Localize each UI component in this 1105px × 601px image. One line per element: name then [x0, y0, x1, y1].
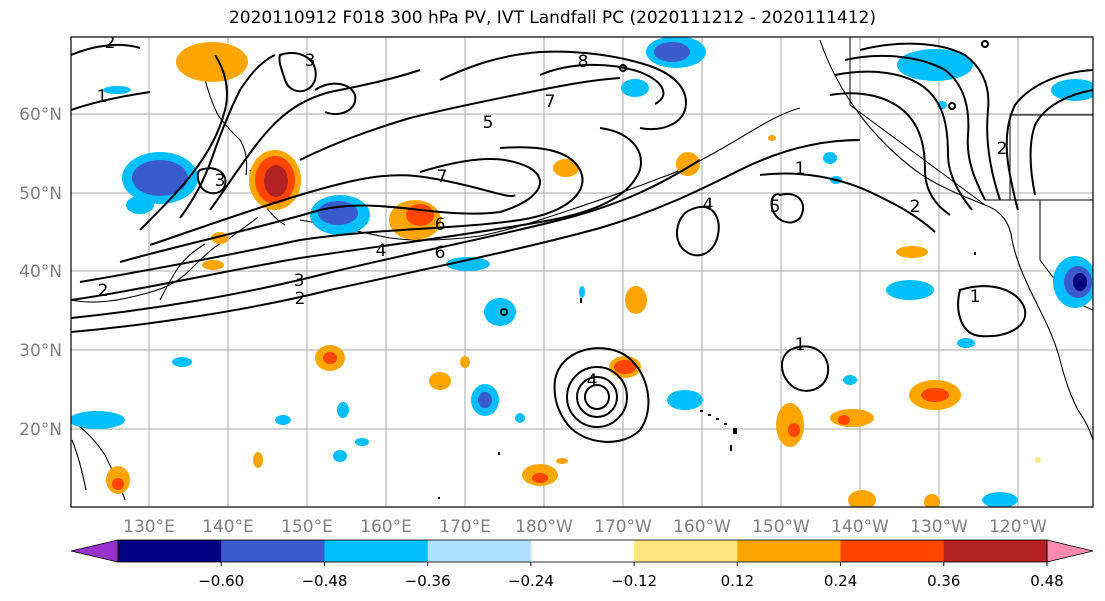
contour-label: 3	[305, 51, 316, 71]
colorbar-outline	[117, 539, 1048, 563]
colorbar-segment	[737, 540, 842, 562]
colorbar-segment	[840, 540, 945, 562]
colorbar-tick-label: −0.48	[301, 572, 347, 590]
contour-label: 2	[997, 139, 1008, 159]
colorbar-tick-label: 0.24	[824, 572, 857, 590]
longitude-label: 130°W	[910, 517, 968, 537]
colorbar-segment	[634, 540, 738, 562]
colorbar-extend-low	[70, 539, 119, 563]
contour-label: 3	[294, 271, 305, 291]
contour-label: 1	[97, 87, 108, 107]
colorbar-segment	[530, 540, 635, 562]
colorbar-tick-label: −0.24	[508, 572, 554, 590]
colorbar	[70, 539, 1094, 563]
colorbar-tick-label: 0.12	[721, 572, 754, 590]
contour-label: 2	[98, 281, 109, 301]
contour-label: 3	[215, 171, 226, 191]
contour-label: 2	[910, 197, 921, 217]
contour-label: 4	[376, 241, 387, 261]
colorbar-segment	[324, 540, 429, 562]
colorbar-segment	[943, 540, 1048, 562]
contour-label: 5	[770, 197, 781, 217]
colorbar-segment	[221, 540, 325, 562]
longitude-label: 170°W	[594, 517, 652, 537]
longitude-label: 120°W	[989, 517, 1047, 537]
contour-label: 5	[483, 113, 494, 133]
latitude-label: 30°N	[19, 341, 62, 361]
longitude-label: 130°E	[123, 517, 175, 537]
longitude-label: 140°E	[202, 517, 254, 537]
contour-label: 2	[105, 33, 116, 53]
latitude-label: 40°N	[19, 262, 62, 282]
contour-label: 4	[703, 195, 714, 215]
islands	[438, 252, 976, 499]
colorbar-tick-label: −0.60	[198, 572, 244, 590]
contour-label: 1	[795, 159, 806, 179]
map-title: 2020110912 F018 300 hPa PV, IVT Landfall…	[228, 8, 876, 28]
colorbar-tick-label: −0.36	[405, 572, 451, 590]
longitude-label: 160°W	[673, 517, 731, 537]
colorbar-tick-label: 0.36	[927, 572, 960, 590]
contour-label: 6	[435, 215, 446, 235]
latitude-label: 50°N	[19, 184, 62, 204]
latitude-label: 20°N	[19, 420, 62, 440]
colorbar-extend-high	[1046, 539, 1094, 563]
contour-label: 7	[545, 92, 556, 112]
contour-label: 2	[295, 289, 306, 309]
longitude-label: 140°W	[831, 517, 889, 537]
longitude-label: 150°E	[281, 517, 333, 537]
colorbar-segment	[118, 540, 222, 562]
colorbar-tick-label: 0.48	[1030, 572, 1063, 590]
contour-label: 6	[435, 243, 446, 263]
shaded-fields	[71, 37, 1093, 507]
contour-label: 7	[437, 167, 448, 187]
longitude-label: 180°W	[515, 517, 573, 537]
contour-label: 4	[587, 371, 598, 391]
latitude-labels: 60°N 50°N 40°N 30°N 20°N	[19, 105, 62, 440]
map-frame	[70, 36, 1094, 508]
colorbar-tick-label: −0.12	[611, 572, 657, 590]
longitude-label: 170°E	[439, 517, 491, 537]
contour-label: 1	[970, 287, 981, 307]
colorbar-ticks: −0.60 −0.48 −0.36 −0.24 −0.12 0.12 0.24 0.36 0.4…	[198, 562, 1064, 590]
longitude-label: 160°E	[360, 517, 412, 537]
colorbar-segment	[427, 540, 532, 562]
contour-label: 1	[795, 335, 806, 355]
coastlines	[71, 39, 1093, 501]
latitude-label: 60°N	[19, 105, 62, 125]
longitude-label: 150°W	[752, 517, 810, 537]
pv-contours	[71, 40, 1093, 443]
longitude-labels: 130°E 140°E 150°E 160°E 170°E 180°W 170°W 160°W…	[123, 517, 1047, 537]
contour-label: 8	[578, 52, 589, 72]
